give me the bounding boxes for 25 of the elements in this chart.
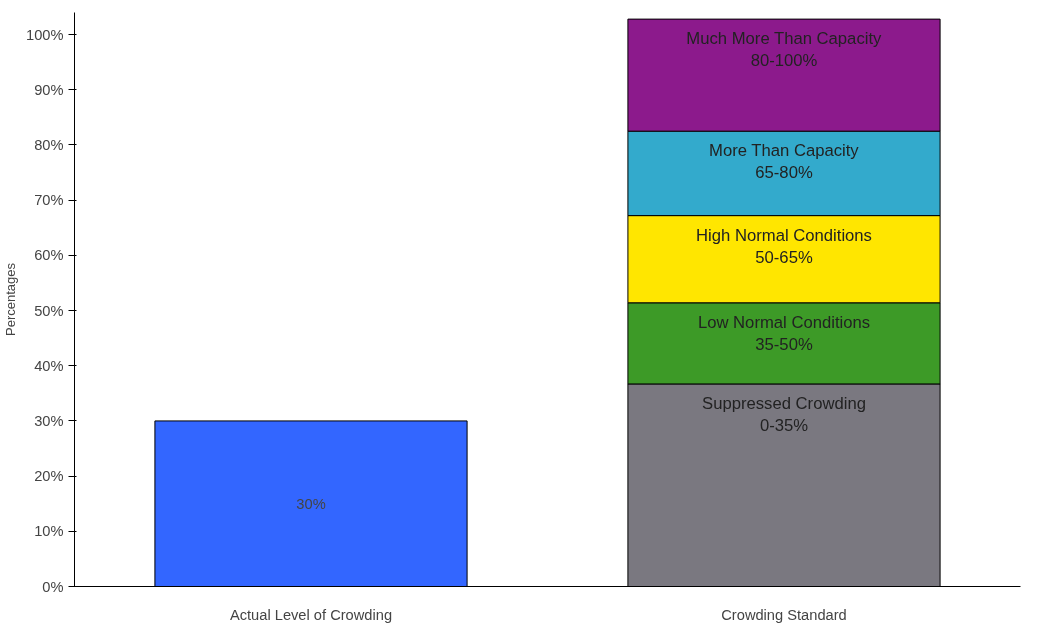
y-tick-label: 70% [34, 192, 64, 209]
series-label: Low Normal Conditions [697, 312, 871, 332]
y-axis-title: Percentages [3, 262, 19, 336]
annotation: 65-80% [755, 163, 813, 183]
annotation: 35-50% [755, 334, 813, 354]
series-label: More Than Capacity [709, 141, 860, 161]
annotation: 0-35% [759, 415, 809, 435]
y-tick-label: 10% [34, 523, 64, 540]
series-label: Suppressed Crowding [702, 393, 866, 413]
y-tick-label: 100% [26, 26, 64, 43]
series-label: High Normal Conditions [696, 225, 872, 245]
y-tick-label: 30% [34, 412, 64, 429]
x-tick-label: Actual Level of Crowding [229, 606, 393, 623]
series-label: Much More Than Capacity [686, 29, 883, 49]
x-tick-label: Crowding Standard [721, 606, 847, 623]
y-tick-label: 20% [34, 468, 64, 485]
y-tick-label: 50% [34, 302, 64, 319]
y-tick-label: 0% [42, 578, 64, 595]
data-label: 30% [296, 495, 326, 512]
y-tick-label: 60% [34, 247, 64, 264]
y-tick-label: 40% [34, 357, 64, 374]
y-tick-label: 90% [34, 81, 64, 98]
annotation: 50-65% [755, 247, 813, 267]
annotation: 80-100% [750, 51, 818, 71]
y-tick-label: 80% [34, 136, 64, 153]
